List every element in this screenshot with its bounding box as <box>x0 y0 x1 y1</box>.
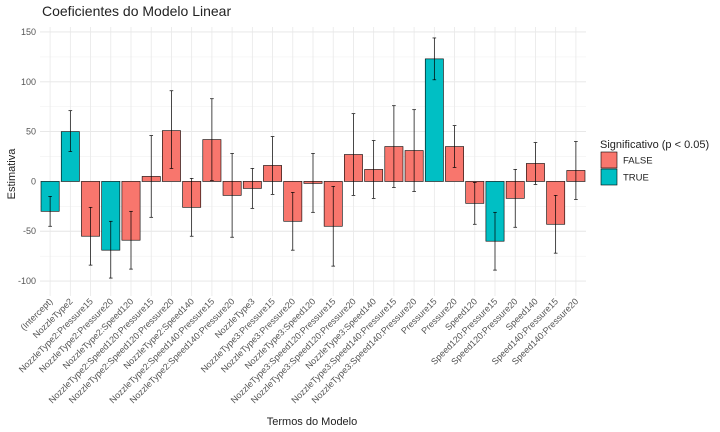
legend-label: FALSE <box>623 156 653 167</box>
chart-title: Coeficientes do Modelo Linear <box>42 3 231 19</box>
error-bar <box>533 142 538 185</box>
x-axis-title: Termos do Modelo <box>267 416 358 428</box>
legend-label: TRUE <box>623 173 649 184</box>
error-bar <box>88 206 93 266</box>
legend: Significativo (p < 0.05) FALSE TRUE <box>600 139 709 186</box>
error-bar <box>290 192 295 251</box>
error-bar <box>48 196 52 227</box>
error-bar <box>129 210 133 270</box>
error-bar <box>270 136 275 195</box>
error-bar <box>513 169 518 228</box>
y-tick-label: -100 <box>18 276 36 286</box>
error-bar <box>351 113 356 196</box>
y-tick-label: -50 <box>23 226 36 236</box>
y-tick-label: 0 <box>31 176 36 186</box>
error-bar <box>108 220 113 279</box>
error-bar <box>189 178 194 237</box>
error-bar <box>432 37 437 81</box>
error-bar <box>68 110 73 152</box>
error-bar <box>331 186 336 267</box>
y-axis-title: Estimativa <box>6 148 18 200</box>
legend-key <box>600 151 618 169</box>
error-bar <box>149 135 154 218</box>
error-bar <box>210 98 214 181</box>
error-bar <box>392 105 396 188</box>
error-bar <box>452 125 457 168</box>
y-tick-label: 150 <box>21 27 36 37</box>
error-bar <box>371 140 376 199</box>
y-tick-label: 100 <box>21 77 36 87</box>
error-bar <box>169 90 174 169</box>
error-bar <box>230 153 234 238</box>
error-bar <box>553 195 558 254</box>
y-tick-label: 50 <box>26 127 36 137</box>
legend-key <box>600 168 618 186</box>
error-bar <box>472 182 477 225</box>
x-tick-layer: (Intercept)NozzleType2NozzleType2:Pressu… <box>17 296 581 405</box>
error-bar <box>412 109 416 192</box>
error-bar <box>311 153 315 213</box>
error-bar-layer <box>48 37 578 279</box>
y-tick-layer: -100 -50 0 50 100 150 <box>18 27 36 286</box>
legend-title: Significativo (p < 0.05) <box>600 139 709 151</box>
error-bar <box>493 211 497 271</box>
error-bar <box>250 168 255 209</box>
error-bar <box>574 141 578 200</box>
